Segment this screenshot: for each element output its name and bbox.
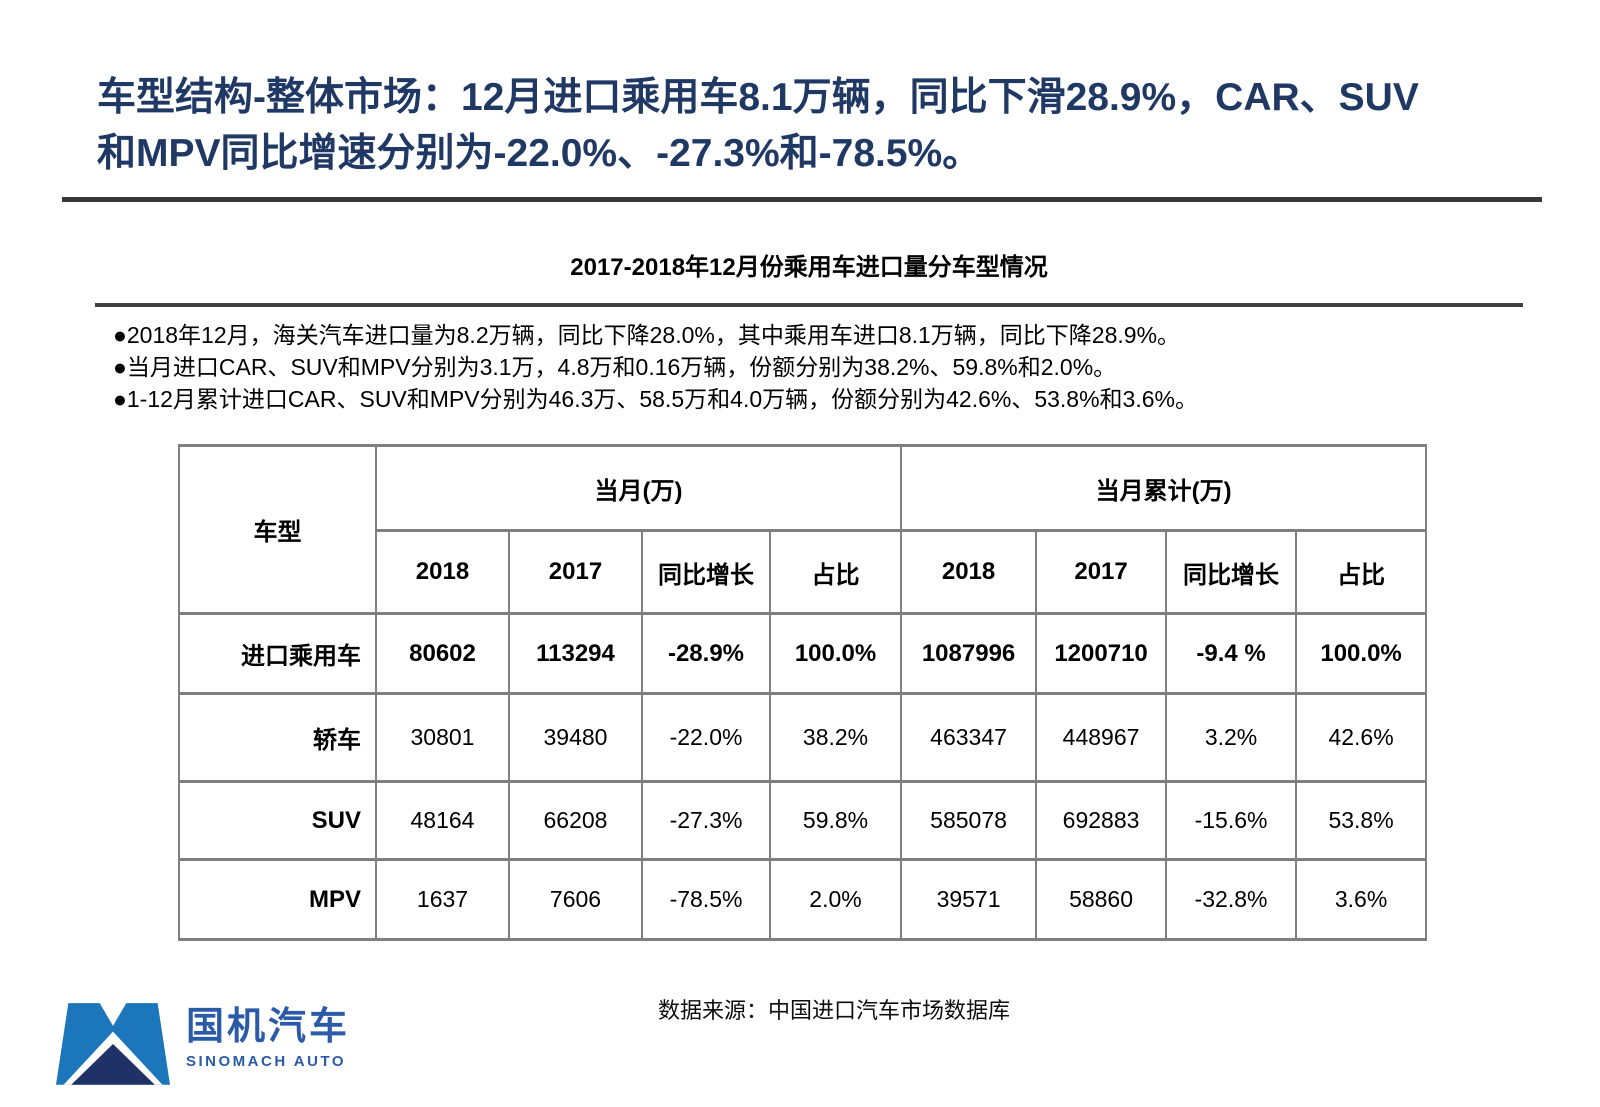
col-header-2018-c: 2018 bbox=[900, 529, 1038, 615]
cell: -9.4 % bbox=[1165, 612, 1298, 695]
col-header-share-c: 占比 bbox=[1295, 529, 1428, 615]
cell: -27.3% bbox=[641, 780, 771, 861]
page-title: 车型结构-整体市场：12月进口乘用车8.1万辆，同比下滑28.9%，CAR、SU… bbox=[97, 70, 1547, 182]
cell: 3.2% bbox=[1165, 692, 1298, 783]
table-row-car: 轿车 30801 39480 -22.0% 38.2% 463347 44896… bbox=[178, 692, 1428, 783]
cell: 38.2% bbox=[768, 692, 903, 783]
col-header-2017-m: 2017 bbox=[508, 529, 643, 615]
import-volume-table: 车型 当月(万) 当月累计(万) 2018 2017 同比增长 占比 2018 … bbox=[178, 444, 1428, 941]
cell: 48164 bbox=[375, 780, 510, 861]
cell: -15.6% bbox=[1165, 780, 1298, 861]
cell: 113294 bbox=[508, 612, 643, 695]
cell: 100.0% bbox=[768, 612, 903, 695]
row-label: MPV bbox=[178, 858, 377, 941]
table-group-header-cumulative: 当月累计(万) bbox=[900, 444, 1428, 532]
cell: 463347 bbox=[900, 692, 1038, 783]
cell: -78.5% bbox=[641, 858, 771, 941]
page-title-line1: 车型结构-整体市场：12月进口乘用车8.1万辆，同比下滑28.9%，CAR、SU… bbox=[97, 76, 1419, 119]
logo-name-en: SINOMACH AUTO bbox=[186, 1053, 346, 1070]
sinomach-logo-icon bbox=[56, 1003, 170, 1085]
cell: 7606 bbox=[508, 858, 643, 941]
row-label: 进口乘用车 bbox=[178, 612, 377, 695]
col-header-2018-m: 2018 bbox=[375, 529, 510, 615]
bullet-item-2: ●当月进口CAR、SUV和MPV分别为3.1万，4.8万和0.16万辆，份额分别… bbox=[113, 354, 1117, 380]
data-source-note: 数据来源：中国进口汽车市场数据库 bbox=[658, 998, 1011, 1023]
logo-name-cn: 国机汽车 bbox=[186, 1006, 351, 1048]
col-header-yoy-m: 同比增长 bbox=[641, 529, 771, 615]
cell: 3.6% bbox=[1295, 858, 1428, 941]
page-title-line2: 和MPV同比增速分别为-22.0%、-27.3%和-78.5%。 bbox=[97, 132, 982, 175]
cell: 30801 bbox=[375, 692, 510, 783]
cell: 53.8% bbox=[1295, 780, 1428, 861]
table-row-total: 进口乘用车 80602 113294 -28.9% 100.0% 1087996… bbox=[178, 612, 1428, 695]
cell: 66208 bbox=[508, 780, 643, 861]
cell: 692883 bbox=[1035, 780, 1168, 861]
cell: 448967 bbox=[1035, 692, 1168, 783]
cell: 59.8% bbox=[768, 780, 903, 861]
cell: 1200710 bbox=[1035, 612, 1168, 695]
title-divider bbox=[62, 197, 1542, 202]
cell: 585078 bbox=[900, 780, 1038, 861]
col-header-yoy-c: 同比增长 bbox=[1165, 529, 1298, 615]
table-corner-header: 车型 bbox=[178, 444, 377, 615]
company-logo: 国机汽车 SINOMACH AUTO bbox=[56, 1000, 350, 1086]
cell: -22.0% bbox=[641, 692, 771, 783]
bullet-item-1: ●2018年12月，海关汽车进口量为8.2万辆，同比下降28.0%，其中乘用车进… bbox=[113, 322, 1181, 348]
row-label: SUV bbox=[178, 780, 377, 861]
cell: 80602 bbox=[375, 612, 510, 695]
table-row-suv: SUV 48164 66208 -27.3% 59.8% 585078 6928… bbox=[178, 780, 1428, 861]
cell: 1637 bbox=[375, 858, 510, 941]
col-header-2017-c: 2017 bbox=[1035, 529, 1168, 615]
cell: 100.0% bbox=[1295, 612, 1428, 695]
row-label: 轿车 bbox=[178, 692, 377, 783]
logo-text-block: 国机汽车 SINOMACH AUTO bbox=[186, 1000, 350, 1070]
chart-title-divider bbox=[95, 303, 1523, 307]
cell: -32.8% bbox=[1165, 858, 1298, 941]
cell: 1087996 bbox=[900, 612, 1038, 695]
cell: -28.9% bbox=[641, 612, 771, 695]
table-group-header-current-month: 当月(万) bbox=[374, 444, 903, 532]
cell: 42.6% bbox=[1295, 692, 1428, 783]
cell: 58860 bbox=[1035, 858, 1168, 941]
bullet-item-3: ●1-12月累计进口CAR、SUV和MPV分别为46.3万、58.5万和4.0万… bbox=[113, 386, 1198, 412]
cell: 39480 bbox=[508, 692, 643, 783]
table-row-mpv: MPV 1637 7606 -78.5% 2.0% 39571 58860 -3… bbox=[178, 858, 1428, 941]
cell: 2.0% bbox=[768, 858, 903, 941]
cell: 39571 bbox=[900, 858, 1038, 941]
chart-title: 2017-2018年12月份乘用车进口量分车型情况 bbox=[570, 254, 1048, 281]
summary-bullets: ●2018年12月，海关汽车进口量为8.2万辆，同比下降28.0%，其中乘用车进… bbox=[113, 319, 1198, 415]
col-header-share-m: 占比 bbox=[768, 529, 903, 615]
